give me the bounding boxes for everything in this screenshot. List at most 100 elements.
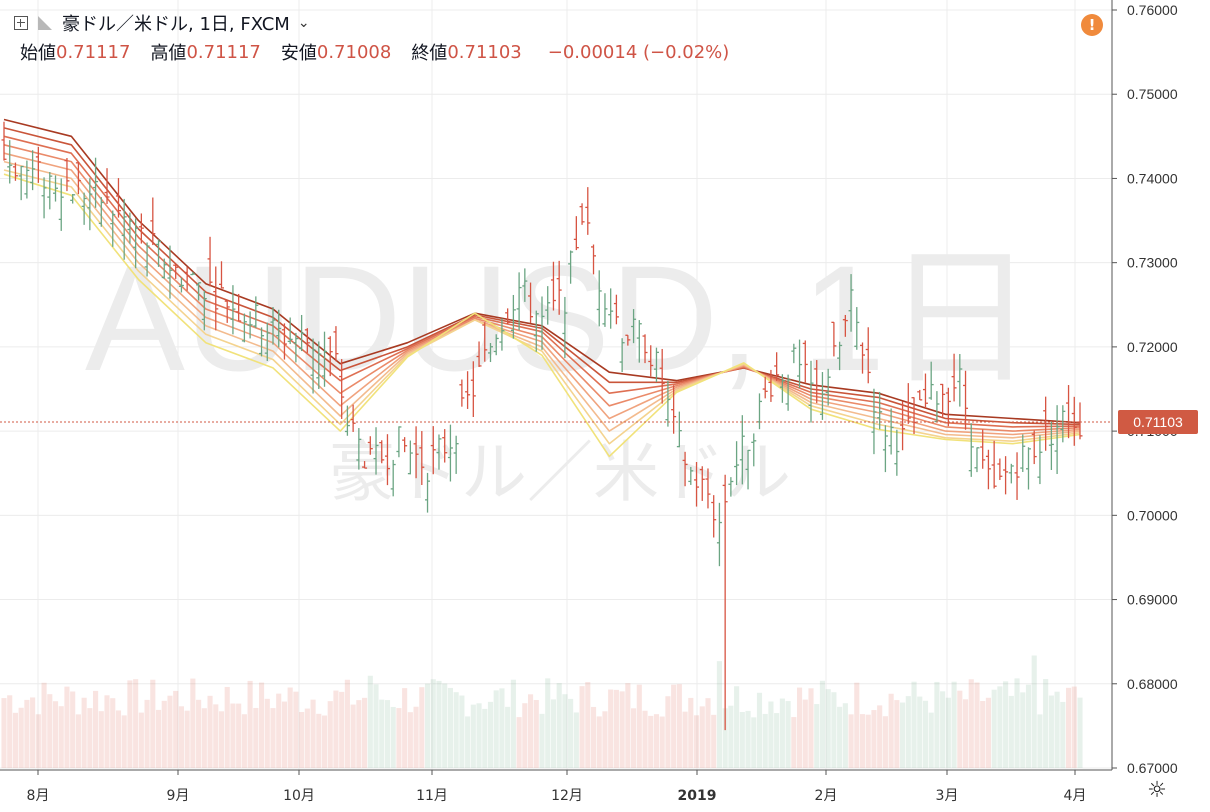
volume-bar <box>590 706 597 768</box>
x-tick-label: 2月 <box>815 788 838 804</box>
volume-bar <box>230 703 236 768</box>
volume-bar <box>178 706 184 768</box>
x-tick-label: 12月 <box>551 788 583 804</box>
volume-bar <box>87 708 93 768</box>
ohlc-bar <box>591 244 597 275</box>
volume-bar <box>396 708 402 768</box>
symbol-title[interactable]: 豪ドル／米ドル, 1日, FXCM <box>62 14 290 35</box>
ohlc-bar <box>287 317 293 345</box>
volume-bar <box>699 706 705 768</box>
ohlc-bar <box>115 178 121 218</box>
ohlc-bar <box>47 172 53 210</box>
ohlc-bar <box>35 146 41 183</box>
ohlc-bar <box>636 320 642 363</box>
ohlc-bar <box>865 327 871 384</box>
ohlc-bar <box>957 354 963 407</box>
volume-bar <box>608 689 614 768</box>
ohlc-bar <box>533 310 539 352</box>
ma-line <box>3 169 1081 445</box>
volume-bar <box>236 703 242 768</box>
plus-square-icon[interactable] <box>14 16 28 30</box>
open-label: 始値 <box>20 43 56 64</box>
ohlc-bar <box>505 308 511 325</box>
ohlc-bar <box>968 423 974 477</box>
volume-bar <box>310 699 316 768</box>
ohlc-bar <box>264 322 270 362</box>
volume-bar <box>951 681 957 768</box>
chevron-down-icon[interactable]: ⌄ <box>297 15 310 31</box>
ohlc-bar <box>18 165 24 201</box>
volume-bar <box>1071 686 1077 768</box>
ohlc-bar <box>281 323 287 360</box>
volume-bar <box>487 701 494 768</box>
ohlc-bar <box>808 360 814 423</box>
volume-bar <box>900 702 906 768</box>
volume-bar <box>241 714 247 768</box>
ohlc-bar <box>356 428 362 470</box>
volume-bar <box>613 689 619 768</box>
ohlc-bar <box>236 293 242 322</box>
volume-bar <box>625 683 631 768</box>
volume-bar <box>98 711 104 768</box>
alert-icon[interactable]: ! <box>1081 14 1103 36</box>
ohlc-bar <box>419 431 425 486</box>
ohlc-bar <box>734 441 740 486</box>
x-tick-label: 2019 <box>678 788 717 804</box>
volume-bar <box>768 701 774 768</box>
ohlc-bar <box>470 361 476 417</box>
volume-bar <box>350 704 356 768</box>
y-tick-label: 0.70000 <box>1127 507 1178 523</box>
ohlc-bar <box>510 294 516 339</box>
volume-bar <box>362 697 368 768</box>
volume-bar <box>734 686 740 768</box>
ohlc-bar <box>442 429 448 463</box>
flag-icon[interactable] <box>38 16 52 30</box>
volume-bar <box>871 710 877 768</box>
close-label: 終値 <box>411 43 448 64</box>
ohlc-bar <box>911 397 917 434</box>
ohlc-bar <box>436 434 442 470</box>
ohlc-bar <box>476 341 482 368</box>
ohlc-bar <box>739 415 745 485</box>
volume-bar <box>631 708 637 768</box>
volume-bar <box>47 694 53 768</box>
time-axis[interactable]: 8月 9月 10月 11月 12月 2019 2月 3月 4月 <box>27 770 1087 804</box>
volume-bar <box>527 694 534 768</box>
ohlc-bar <box>528 282 534 323</box>
ohlc-bar <box>585 187 591 235</box>
volume-bar <box>356 700 362 768</box>
ohlc-bar <box>344 405 350 436</box>
volume-bar <box>367 675 373 768</box>
volume-bar <box>516 717 522 768</box>
ohlc-bar <box>705 468 711 509</box>
volume-bar <box>293 691 299 768</box>
ohlc-bar <box>453 435 459 474</box>
ohlc-bar <box>425 472 431 513</box>
ohlc-bar <box>1025 447 1031 490</box>
ohlc-bar <box>190 271 196 276</box>
ohlc-bar <box>602 293 608 327</box>
ohlc-bar <box>127 212 133 244</box>
volume-bar <box>270 708 276 768</box>
last-price-label-text: 0.71103 <box>1133 414 1183 430</box>
volume-bar <box>419 687 425 768</box>
volume-bar <box>985 697 991 768</box>
volume-bar <box>785 701 791 768</box>
volume-bar <box>648 715 654 768</box>
ohlc-bar <box>1071 396 1077 446</box>
volume-bar <box>774 713 780 768</box>
change-value: −0.00014 (−0.02%) <box>547 41 730 63</box>
volume-bar <box>682 711 688 768</box>
volume-bar <box>1008 695 1014 768</box>
gear-icon[interactable]: ☼ <box>1147 778 1167 803</box>
ohlc-bar <box>882 425 888 473</box>
ohlc-bar <box>1048 421 1054 470</box>
volume-bar <box>1003 681 1009 768</box>
ohlc-bar <box>259 327 265 357</box>
ohlc-bar <box>499 318 505 351</box>
ohlc-bar <box>825 368 831 406</box>
ohlc-bar <box>642 334 648 364</box>
price-axis[interactable]: 0.760000.750000.740000.730000.720000.710… <box>1112 2 1178 776</box>
volume-bar <box>802 699 808 768</box>
